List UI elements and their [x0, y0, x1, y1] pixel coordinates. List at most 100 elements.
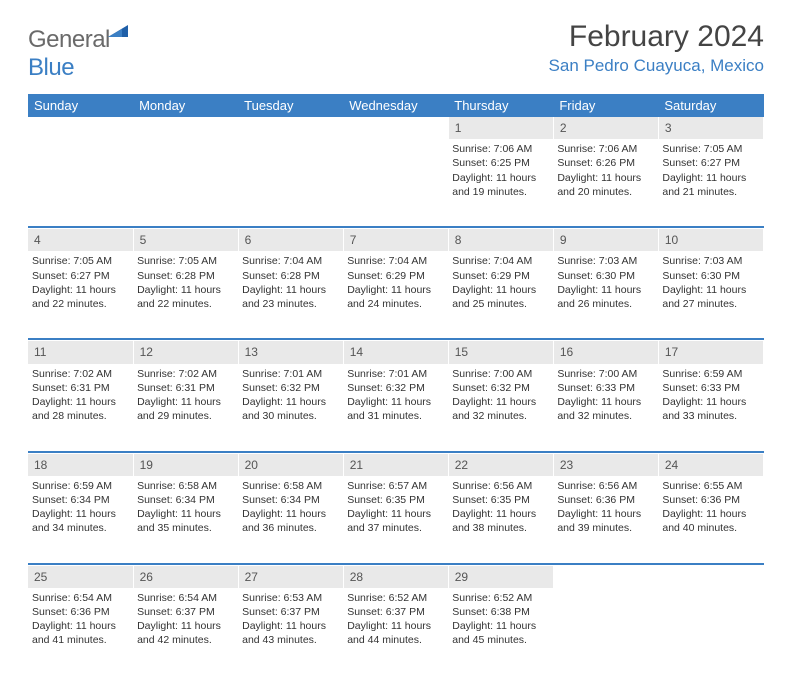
day-sunset: Sunset: 6:37 PM [347, 605, 444, 619]
day-sunset: Sunset: 6:32 PM [347, 381, 444, 395]
day-daylight1: Daylight: 11 hours [557, 395, 654, 409]
day-cell: Sunrise: 6:59 AMSunset: 6:33 PMDaylight:… [658, 364, 763, 452]
day-sunrise: Sunrise: 7:05 AM [32, 254, 129, 268]
day-sunrise: Sunrise: 7:05 AM [137, 254, 234, 268]
day-cell [28, 139, 133, 227]
day-number: 29 [448, 566, 553, 588]
day-cell: Sunrise: 7:06 AMSunset: 6:26 PMDaylight:… [553, 139, 658, 227]
day-sunrise: Sunrise: 6:52 AM [347, 591, 444, 605]
day-header: Monday [133, 94, 238, 117]
day-number: 20 [238, 454, 343, 476]
day-cell: Sunrise: 7:00 AMSunset: 6:32 PMDaylight:… [448, 364, 553, 452]
day-number [343, 117, 448, 139]
day-sunrise: Sunrise: 6:54 AM [137, 591, 234, 605]
day-daylight2: and 26 minutes. [557, 297, 654, 311]
day-sunrise: Sunrise: 7:01 AM [347, 367, 444, 381]
day-content-row: Sunrise: 7:02 AM Sunset: 6:31 PM Daylight:… [28, 364, 764, 452]
day-daylight1: Daylight: 11 hours [557, 283, 654, 297]
day-daylight2: and 42 minutes. [137, 633, 234, 647]
day-cell: Sunrise: 6:58 AMSunset: 6:34 PMDaylight:… [238, 476, 343, 564]
day-number-row: 2526272829 [28, 566, 764, 588]
day-daylight2: and 19 minutes. [452, 185, 549, 199]
day-header: Thursday [448, 94, 553, 117]
day-content-row: Sunrise: 7:06 AMSunset: 6:25 PMDaylight:… [28, 139, 764, 227]
day-daylight2: and 23 minutes. [242, 297, 339, 311]
day-number: 14 [343, 341, 448, 363]
day-daylight1: Daylight: 11 hours [242, 283, 339, 297]
day-number: 10 [658, 229, 763, 251]
brand-triangle-icon [108, 20, 128, 40]
day-daylight1: Daylight: 11 hours [662, 395, 759, 409]
day-daylight1: Daylight: 11 hours [137, 619, 234, 633]
day-sunset: Sunset: 6:29 PM [452, 269, 549, 283]
day-daylight1: Daylight: 11 hours [347, 283, 444, 297]
calendar-table: Sunday Monday Tuesday Wednesday Thursday… [28, 94, 764, 676]
day-number: 17 [658, 341, 763, 363]
day-daylight2: and 45 minutes. [452, 633, 549, 647]
day-sunrise: Sunrise: 7:02 AM [137, 367, 234, 381]
day-number: 28 [343, 566, 448, 588]
day-number: 18 [28, 454, 133, 476]
day-daylight2: and 21 minutes. [662, 185, 759, 199]
day-daylight2: and 32 minutes. [452, 409, 549, 423]
day-sunrise: Sunrise: 6:53 AM [242, 591, 339, 605]
day-number: 23 [553, 454, 658, 476]
day-daylight1: Daylight: 11 hours [347, 507, 444, 521]
day-sunrise: Sunrise: 6:52 AM [452, 591, 549, 605]
day-sunset: Sunset: 6:28 PM [242, 269, 339, 283]
day-cell: Sunrise: 7:04 AMSunset: 6:28 PMDaylight:… [238, 251, 343, 339]
day-cell [343, 139, 448, 227]
day-sunrise: Sunrise: 7:04 AM [452, 254, 549, 268]
day-daylight2: and 43 minutes. [242, 633, 339, 647]
day-daylight2: and 35 minutes. [137, 521, 234, 535]
day-daylight2: and 32 minutes. [557, 409, 654, 423]
day-sunrise: Sunrise: 7:06 AM [557, 142, 654, 156]
day-sunset: Sunset: 6:36 PM [32, 605, 129, 619]
day-number [238, 117, 343, 139]
day-daylight1: Daylight: 11 hours [137, 507, 234, 521]
day-number: 12 [133, 341, 238, 363]
day-number: 27 [238, 566, 343, 588]
day-number-row: 123 [28, 117, 764, 139]
day-sunset: Sunset: 6:29 PM [347, 269, 444, 283]
day-sunset: Sunset: 6:36 PM [662, 493, 759, 507]
day-cell: Sunrise: 6:58 AMSunset: 6:34 PMDaylight:… [133, 476, 238, 564]
day-cell: Sunrise: 6:53 AMSunset: 6:37 PMDaylight:… [238, 588, 343, 676]
day-header: Saturday [658, 94, 763, 117]
day-cell: Sunrise: 6:54 AMSunset: 6:36 PMDaylight:… [28, 588, 133, 676]
day-daylight1: Daylight: 11 hours [452, 619, 549, 633]
day-cell: Sunrise: 7:02 AMSunset: 6:31 PMDaylight:… [28, 364, 133, 452]
day-sunset: Sunset: 6:30 PM [557, 269, 654, 283]
day-number [658, 566, 763, 588]
brand-name: GeneralBlue [28, 26, 128, 82]
day-sunset: Sunset: 6:34 PM [242, 493, 339, 507]
day-sunset: Sunset: 6:31 PM [32, 381, 129, 395]
day-number: 21 [343, 454, 448, 476]
month-title: February 2024 [549, 20, 764, 54]
day-daylight1: Daylight: 11 hours [242, 507, 339, 521]
day-number-row: 45678910 [28, 229, 764, 251]
day-daylight1: Daylight: 11 hours [242, 619, 339, 633]
day-header: Wednesday [343, 94, 448, 117]
day-daylight1: Daylight: 11 hours [452, 395, 549, 409]
day-sunset: Sunset: 6:35 PM [347, 493, 444, 507]
day-sunset: Sunset: 6:33 PM [662, 381, 759, 395]
day-number: 8 [448, 229, 553, 251]
day-sunset: Sunset: 6:33 PM [557, 381, 654, 395]
day-daylight2: and 30 minutes. [242, 409, 339, 423]
day-daylight1: Daylight: 11 hours [347, 619, 444, 633]
day-number-row: 11121314151617 [28, 341, 764, 363]
day-cell: Sunrise: 7:01 AMSunset: 6:32 PMDaylight:… [238, 364, 343, 452]
day-sunset: Sunset: 6:37 PM [137, 605, 234, 619]
day-daylight2: and 24 minutes. [347, 297, 444, 311]
day-cell: Sunrise: 6:52 AMSunset: 6:37 PMDaylight:… [343, 588, 448, 676]
day-sunset: Sunset: 6:35 PM [452, 493, 549, 507]
day-number: 7 [343, 229, 448, 251]
day-daylight2: and 39 minutes. [557, 521, 654, 535]
day-cell: Sunrise: 7:05 AMSunset: 6:27 PMDaylight:… [658, 139, 763, 227]
day-daylight2: and 33 minutes. [662, 409, 759, 423]
day-sunrise: Sunrise: 6:59 AM [662, 367, 759, 381]
day-cell [133, 139, 238, 227]
day-daylight1: Daylight: 11 hours [137, 283, 234, 297]
day-number: 26 [133, 566, 238, 588]
